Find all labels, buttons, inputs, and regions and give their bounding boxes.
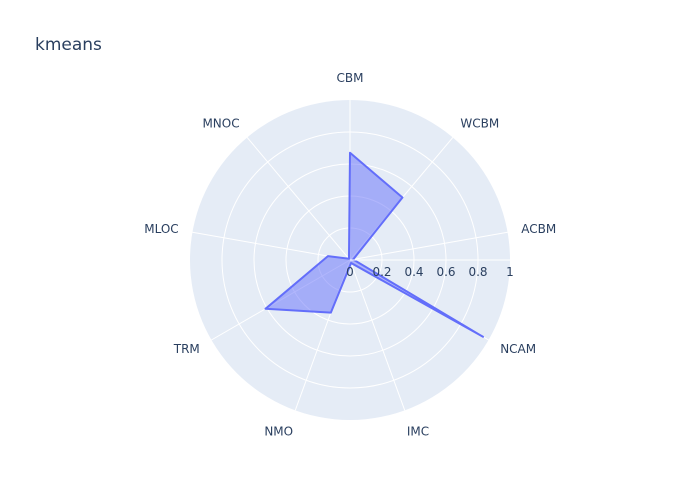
series-layer xyxy=(264,151,485,338)
category-label-cbm: CBM xyxy=(337,71,364,85)
radial-tick-label: 0.6 xyxy=(436,265,455,279)
radial-tick-label: 0.4 xyxy=(404,265,423,279)
angular-gridline-mnoc xyxy=(246,137,351,261)
radial-axis: 0 0.2 0.4 0.6 0.8 1 xyxy=(346,259,514,279)
category-label-wcbm: WCBM xyxy=(460,117,499,131)
angular-gridline-imc xyxy=(349,259,406,411)
category-label-mnoc: MNOC xyxy=(202,117,239,131)
category-label-nmo: NMO xyxy=(264,424,293,438)
category-label-ncam: NCAM xyxy=(500,342,536,356)
chart-title: kmeans xyxy=(35,35,102,55)
series-area-0 xyxy=(264,151,485,338)
category-label-mloc: MLOC xyxy=(144,222,178,236)
angular-axis: CBM WCBM ACBM NCAM IMC NMO TRM MLOC MNOC xyxy=(144,71,556,438)
category-label-trm: TRM xyxy=(173,342,200,356)
radial-tick-label: 1 xyxy=(506,265,514,279)
angular-gridline-acbm xyxy=(349,231,508,261)
radial-tick-label: 0 xyxy=(346,265,354,279)
angular-gridline-mloc xyxy=(192,231,351,261)
category-label-imc: IMC xyxy=(407,424,429,438)
radial-tick-label: 0.2 xyxy=(372,265,391,279)
radial-tick-label: 0.8 xyxy=(468,265,487,279)
category-label-acbm: ACBM xyxy=(521,222,556,236)
